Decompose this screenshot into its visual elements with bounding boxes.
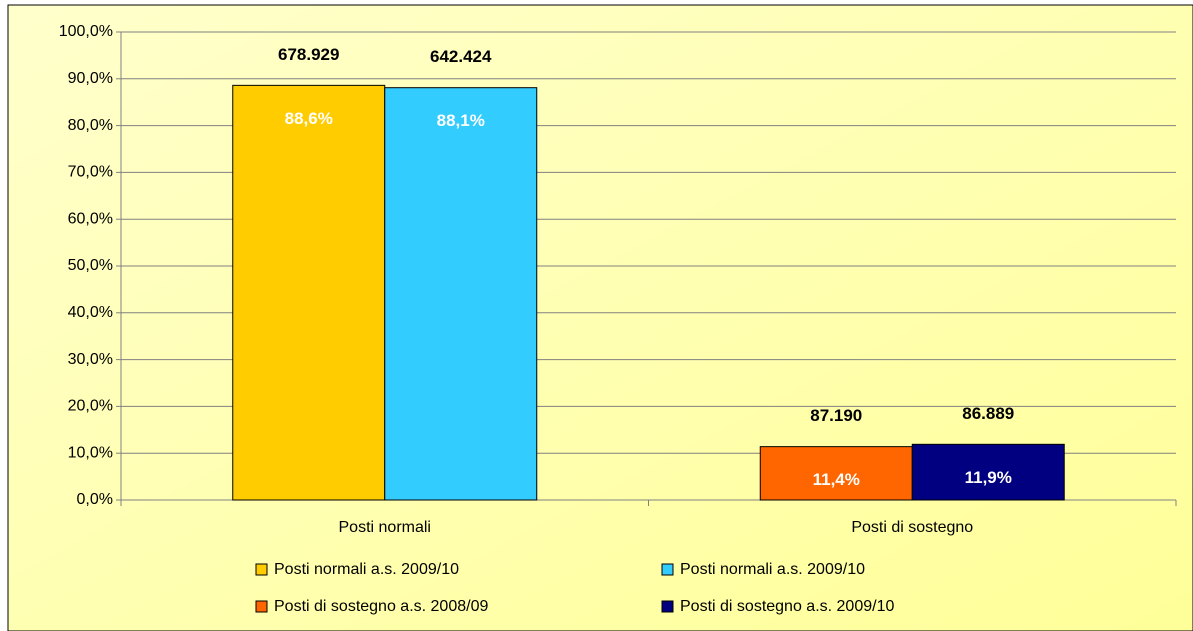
value-label: 88,1% xyxy=(437,111,485,130)
count-label: 87.190 xyxy=(810,406,862,425)
y-tick-label: 100,0% xyxy=(59,23,113,40)
x-tick-label: Posti di sostegno xyxy=(851,519,973,536)
legend-swatch xyxy=(661,563,674,576)
y-tick-label: 10,0% xyxy=(68,444,113,461)
y-tick-label: 70,0% xyxy=(68,164,113,181)
y-tick-label: 90,0% xyxy=(68,70,113,87)
x-tick-label: Posti normali xyxy=(339,519,431,536)
y-tick-label: 80,0% xyxy=(68,117,113,134)
y-tick-label: 0,0% xyxy=(77,491,113,508)
legend-label: Posti di sostegno a.s. 2009/10 xyxy=(680,598,894,615)
y-tick-label: 40,0% xyxy=(68,304,113,321)
legend-label: Posti di sostegno a.s. 2008/09 xyxy=(274,598,488,615)
count-label: 642.424 xyxy=(430,47,492,66)
y-tick-label: 60,0% xyxy=(68,210,113,227)
legend-swatch xyxy=(255,563,268,576)
value-label: 88,6% xyxy=(285,109,333,128)
legend-label: Posti normali a.s. 2009/10 xyxy=(274,561,459,578)
count-label: 678.929 xyxy=(278,45,339,64)
y-tick-label: 20,0% xyxy=(68,398,113,415)
legend-swatch xyxy=(255,600,268,613)
y-tick-label: 50,0% xyxy=(68,257,113,274)
bar xyxy=(759,446,913,501)
chart-background xyxy=(7,4,1193,631)
y-tick-label: 30,0% xyxy=(68,351,113,368)
value-label: 11,4% xyxy=(813,470,860,489)
bar xyxy=(384,87,538,501)
legend-label: Posti normali a.s. 2009/10 xyxy=(680,561,865,578)
bar xyxy=(232,84,386,501)
count-label: 86.889 xyxy=(962,404,1014,423)
bar xyxy=(911,443,1065,501)
legend-swatch xyxy=(661,600,674,613)
value-label: 11,9% xyxy=(965,468,1012,487)
